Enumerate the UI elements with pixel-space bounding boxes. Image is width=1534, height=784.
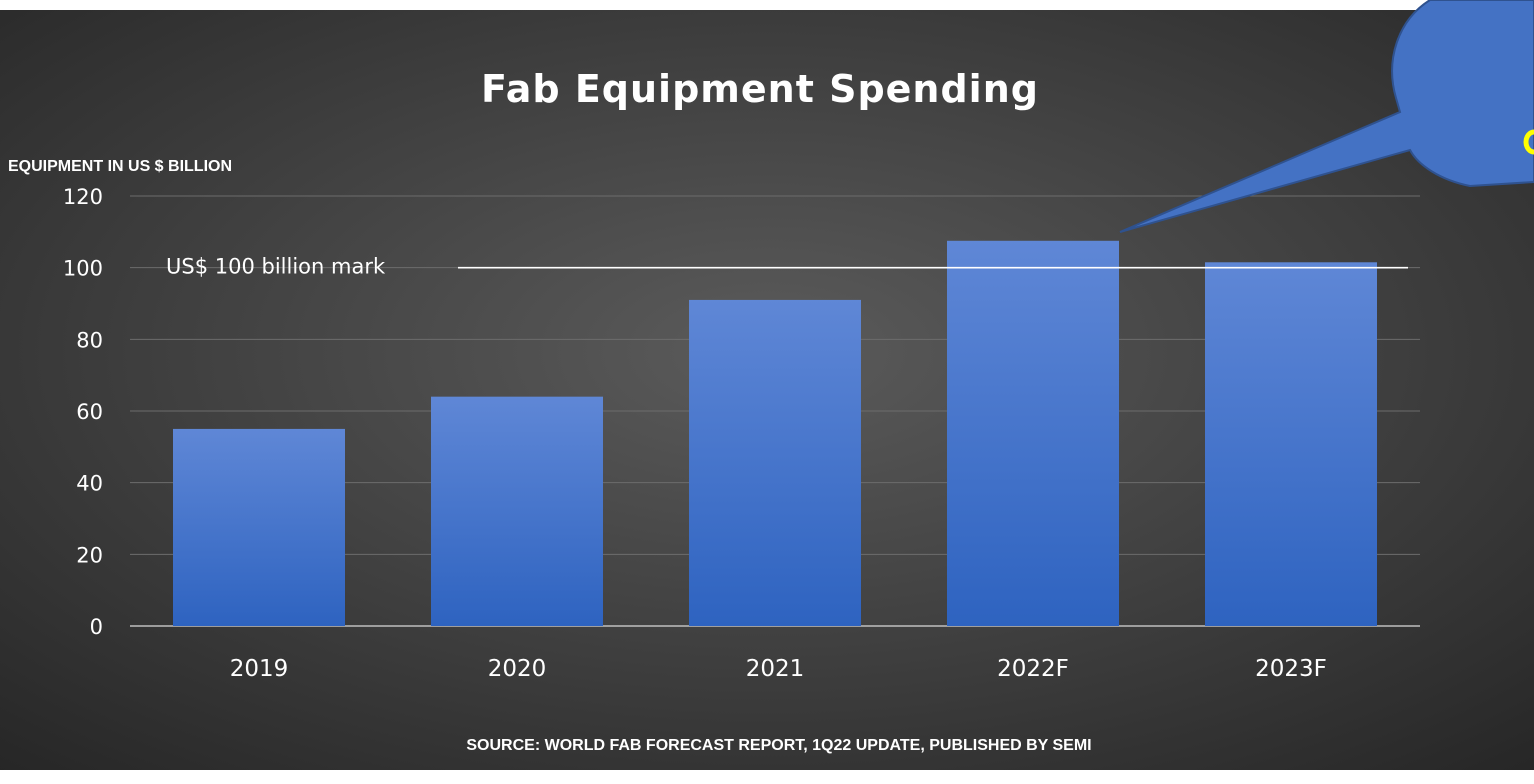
x-category-label: 2021 (746, 656, 805, 682)
bar-2022F (947, 240, 1119, 626)
y-tick-label: 40 (76, 472, 103, 496)
y-tick-label: 80 (76, 328, 103, 352)
x-axis-categories: 2019 2020 2021 2022F 2023F (230, 656, 1327, 682)
y-axis-ticks: 0 20 40 60 80 100 120 (63, 185, 103, 639)
speech-bubble-callout (1119, 0, 1534, 233)
callout-text-fragment (1523, 129, 1534, 155)
y-tick-label: 120 (63, 185, 103, 209)
y-tick-label: 100 (63, 257, 103, 281)
y-axis-title: EQUIPMENT IN US $ BILLION (8, 158, 232, 175)
bars (173, 240, 1377, 626)
y-tick-label: 60 (76, 400, 103, 424)
chart-title: Fab Equipment Spending (481, 67, 1039, 111)
y-tick-label: 0 (90, 615, 103, 639)
reference-line-label: US$ 100 billion mark (166, 255, 386, 279)
reference-line-group: US$ 100 billion mark (166, 255, 1408, 279)
x-category-label: 2022F (997, 656, 1069, 682)
bar-2019 (173, 428, 345, 626)
bar-2020 (431, 396, 603, 626)
x-category-label: 2020 (488, 656, 547, 682)
x-category-label: 2019 (230, 656, 289, 682)
y-tick-label: 20 (76, 543, 103, 567)
bar-2023F (1205, 262, 1377, 626)
source-note: SOURCE: WORLD FAB FORECAST REPORT, 1Q22 … (466, 737, 1091, 754)
x-category-label: 2023F (1255, 656, 1327, 682)
bar-2021 (689, 299, 861, 626)
